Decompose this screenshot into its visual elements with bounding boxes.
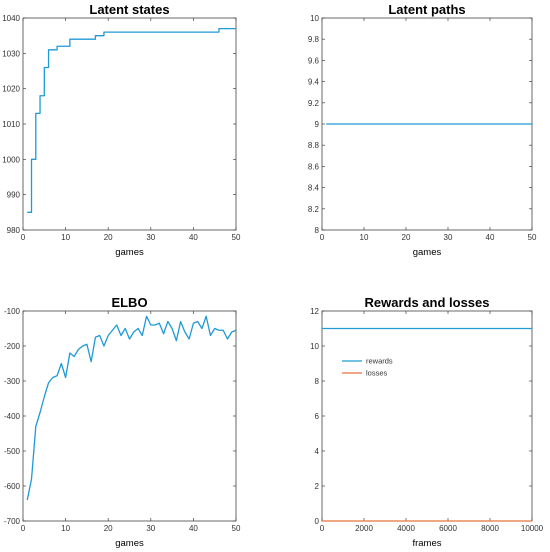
- chart-2-y-tick-label: 9.8: [308, 35, 320, 44]
- chart-1-x-tick-label: 40: [189, 233, 198, 242]
- chart-1-y-tick-label: 980: [7, 226, 21, 235]
- chart-1-x-tick-label: 20: [104, 233, 113, 242]
- chart-2-y-tick-label: 8.4: [308, 184, 320, 193]
- chart-2-y-tick-label: 8: [315, 226, 320, 235]
- chart-2-x-tick-label: 20: [402, 233, 411, 242]
- chart-2-title: Latent paths: [388, 2, 465, 17]
- chart-3-y-tick-label: -600: [4, 482, 21, 491]
- chart-4-y-tick-label: 6: [315, 412, 320, 421]
- chart-4-legend: rewards losses: [342, 357, 393, 378]
- chart-3-y-tick-label: -200: [4, 342, 21, 351]
- chart-3-x-tick-label: 30: [146, 524, 155, 533]
- chart-3-x-tick-label: 10: [61, 524, 70, 533]
- chart-4-y-tick-label: 12: [310, 307, 319, 316]
- chart-3-y-tick-label: -100: [4, 307, 21, 316]
- chart-1-y-tick-label: 1040: [2, 14, 20, 23]
- chart-2-x-tick-label: 40: [486, 233, 495, 242]
- chart-2-y-tick-label: 10: [310, 14, 319, 23]
- chart-4: Rewards and losses frames 0 2000 4000 6000 800…: [310, 295, 544, 549]
- chart-4-x-tick-label: 10000: [521, 524, 544, 533]
- legend-label-rewards: rewards: [366, 357, 393, 366]
- chart-2-y-tick-label: 8.6: [308, 162, 320, 171]
- chart-3-x-tick-label: 50: [232, 524, 241, 533]
- chart-2-y-tick-label: 9.6: [308, 56, 320, 65]
- chart-2-x-tick-label: 10: [360, 233, 369, 242]
- chart-1-y-tick-label: 1000: [2, 155, 20, 164]
- chart-1-title: Latent states: [89, 2, 169, 17]
- chart-3-series-line-1: [26, 315, 237, 501]
- chart-4-y-tick-label: 8: [315, 377, 320, 386]
- chart-1-y-tick-label: 990: [7, 191, 21, 200]
- chart-1-x-tick-label: 10: [61, 233, 70, 242]
- chart-4-x-tick-label: 0: [320, 524, 325, 533]
- chart-2-y-tick-label: 9.2: [308, 99, 320, 108]
- chart-3-y-tick-label: -700: [4, 517, 21, 526]
- chart-1-x-tick-label: 0: [21, 233, 26, 242]
- chart-1-x-tick-label: 30: [146, 233, 155, 242]
- chart-2: Latent paths games 0 10 20 30 40 50 8 8.2 8.4 8.6 8.…: [308, 2, 537, 258]
- chart-4-x-tick-label: 6000: [439, 524, 457, 533]
- chart-4-x-tick-label: 8000: [481, 524, 499, 533]
- chart-4-y-tick-label: 10: [310, 342, 319, 351]
- chart-1-series-line-1: [27, 27, 236, 213]
- chart-1-x-tick-label: 50: [232, 233, 241, 242]
- chart-1-y-tick-label: 1020: [2, 85, 20, 94]
- chart-3-plot-area: [22, 310, 237, 522]
- chart-1-x-axis-label: games: [115, 247, 144, 258]
- chart-4-plot-area: [321, 310, 533, 522]
- chart-3: ELBO games 0 10 20 30 40 50 -700 -600 -500 -400 -300…: [4, 295, 241, 549]
- chart-2-x-tick-label: 30: [444, 233, 453, 242]
- chart-4-y-tick-label: 0: [315, 517, 320, 526]
- chart-3-y-tick-label: -400: [4, 412, 21, 421]
- chart-3-y-tick-label: -300: [4, 377, 21, 386]
- chart-3-title: ELBO: [111, 295, 147, 310]
- chart-2-x-axis-label: games: [413, 247, 442, 258]
- legend-label-losses: losses: [366, 369, 388, 378]
- chart-2-y-tick-label: 9.4: [308, 78, 320, 87]
- chart-4-y-tick-label: 2: [315, 482, 320, 491]
- chart-3-x-tick-label: 40: [189, 524, 198, 533]
- chart-1-plot-area: [22, 17, 237, 231]
- chart-1-y-tick-label: 1030: [2, 49, 20, 58]
- chart-3-x-tick-label: 20: [104, 524, 113, 533]
- chart-4-y-tick-label: 4: [315, 447, 320, 456]
- chart-4-x-tick-label: 2000: [355, 524, 373, 533]
- chart-3-x-tick-label: 0: [21, 524, 26, 533]
- chart-3-x-axis-label: games: [115, 538, 144, 549]
- chart-2-y-tick-label: 9: [315, 120, 320, 129]
- chart-4-title: Rewards and losses: [365, 295, 490, 310]
- chart-2-y-tick-label: 8.8: [308, 141, 320, 150]
- chart-4-x-tick-label: 4000: [397, 524, 415, 533]
- chart-3-y-tick-label: -500: [4, 447, 21, 456]
- chart-4-x-axis-label: frames: [412, 538, 441, 549]
- chart-1-y-tick-label: 1010: [2, 120, 20, 129]
- chart-2-y-tick-label: 8.2: [308, 205, 320, 214]
- chart-2-x-tick-label: 0: [320, 233, 325, 242]
- chart-2-x-tick-label: 50: [528, 233, 537, 242]
